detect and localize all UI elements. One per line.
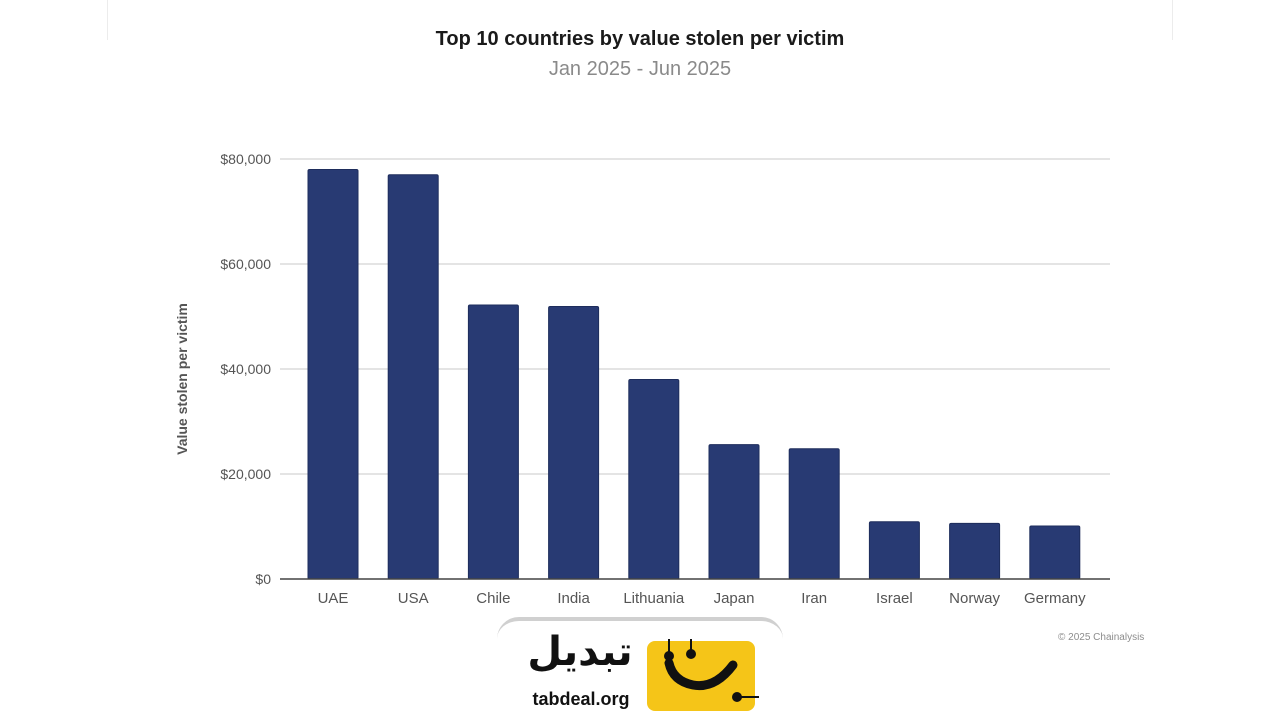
x-tick-label: UAE: [318, 590, 349, 607]
bar-germany: [1029, 525, 1081, 580]
y-tick-label: $60,000: [220, 256, 271, 272]
bar-japan: [708, 444, 760, 580]
watermark-arabic-text: تبدیل: [527, 629, 633, 675]
bar-norway: [949, 522, 1001, 580]
x-tick-label: Norway: [949, 590, 1000, 607]
y-tick-label: $80,000: [220, 151, 271, 167]
frame-edge-left: [107, 0, 108, 40]
chart-title: Top 10 countries by value stolen per vic…: [435, 28, 845, 50]
bar-chile: [467, 304, 519, 580]
y-tick-label: $0: [255, 571, 271, 587]
bar-israel: [868, 521, 920, 580]
x-tick-label: Israel: [876, 590, 913, 607]
watermark-domain: tabdeal.org: [532, 689, 630, 709]
bars: [307, 169, 1081, 580]
bar-lithuania: [628, 379, 680, 580]
watermark-logo: تبدیل tabdeal.org: [497, 617, 783, 720]
bar-iran: [788, 448, 840, 580]
x-tick-label: Japan: [714, 590, 755, 607]
y-tick-label: $20,000: [220, 466, 271, 482]
x-tick-label: USA: [398, 590, 429, 607]
chart-subtitle: Jan 2025 - Jun 2025: [548, 58, 732, 80]
bar-india: [548, 306, 600, 580]
x-tick-label: India: [557, 590, 590, 607]
axes: $0 $20,000 $40,000 $60,000 $80,000 UAE USA Chil…: [220, 151, 1110, 607]
frame-edge-right: [1172, 0, 1173, 40]
x-tick-label: Lithuania: [623, 590, 685, 607]
y-tick-label: $40,000: [220, 361, 271, 377]
tabdeal-smile-logo-icon: [647, 639, 759, 711]
x-tick-label: Iran: [801, 590, 827, 607]
bar-usa: [387, 174, 439, 580]
copyright-note: © 2025 Chainalysis: [1058, 632, 1145, 643]
x-tick-label: Germany: [1024, 590, 1086, 607]
bar-uae: [307, 169, 359, 580]
x-tick-label: Chile: [476, 590, 510, 607]
y-axis-label: Value stolen per victim: [174, 303, 190, 455]
